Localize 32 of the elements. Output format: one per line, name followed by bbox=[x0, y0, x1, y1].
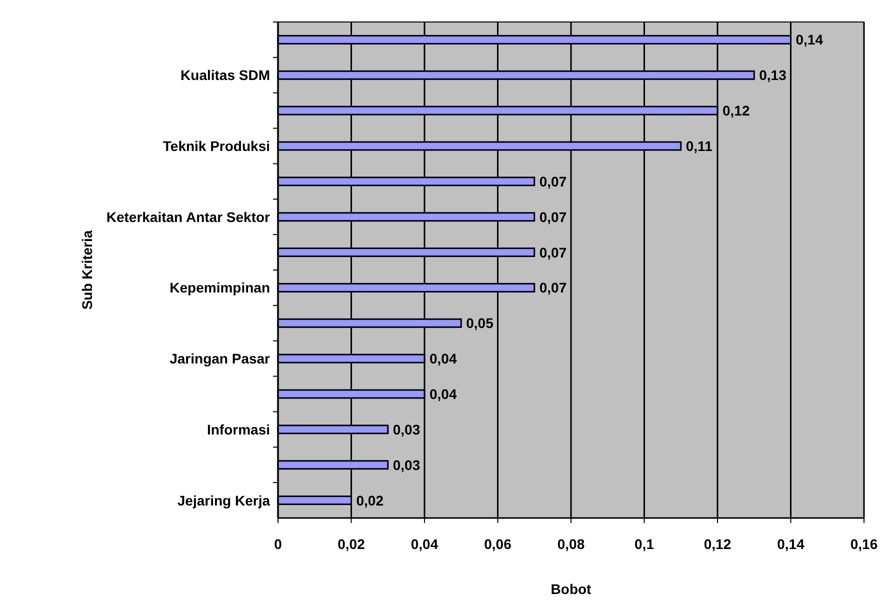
data-label: 0,11 bbox=[686, 138, 713, 154]
data-label: 0,05 bbox=[466, 315, 494, 332]
data-label: 0,07 bbox=[539, 244, 567, 260]
x-tick-label: 0 bbox=[274, 536, 282, 552]
y-tick-label: Kepemimpinan bbox=[170, 280, 270, 296]
y-tick-label: Jaringan Pasar bbox=[170, 350, 271, 367]
data-label: 0,03 bbox=[392, 456, 420, 473]
data-label: 0,02 bbox=[356, 492, 384, 508]
data-label: 0,04 bbox=[430, 350, 457, 367]
data-label: 0,03 bbox=[392, 421, 420, 438]
x-tick-label: 0,12 bbox=[704, 536, 732, 552]
x-tick-label: 0,06 bbox=[484, 536, 512, 552]
data-label: 0,07 bbox=[539, 208, 567, 225]
x-axis-title: Bobot bbox=[550, 581, 592, 597]
x-tick-label: 0,14 bbox=[777, 536, 805, 552]
y-tick-label: Jejaring Kerja bbox=[177, 492, 270, 508]
data-label: 0,07 bbox=[539, 280, 567, 296]
x-tick-label: 0,16 bbox=[850, 536, 878, 552]
data-label: 0,04 bbox=[430, 386, 457, 402]
y-tick-label: Kualitas SDM bbox=[180, 67, 270, 84]
y-tick-label: Keterkaitan Antar Sektor bbox=[106, 208, 271, 225]
y-tick-label: Teknik Produksi bbox=[162, 138, 270, 154]
x-tick-label: 0,1 bbox=[634, 536, 654, 552]
x-tick-label: 0,02 bbox=[338, 536, 366, 552]
y-tick-label: Informasi bbox=[206, 421, 270, 438]
data-label: 0,13 bbox=[759, 67, 787, 84]
x-tick-label: 0,04 bbox=[410, 536, 438, 552]
y-axis-title: Sub Kriteria bbox=[79, 230, 95, 310]
data-label: 0,07 bbox=[539, 173, 567, 190]
data-label: 0,14 bbox=[796, 32, 824, 48]
x-tick-label: 0,08 bbox=[557, 536, 585, 552]
data-label: 0,12 bbox=[722, 102, 750, 119]
